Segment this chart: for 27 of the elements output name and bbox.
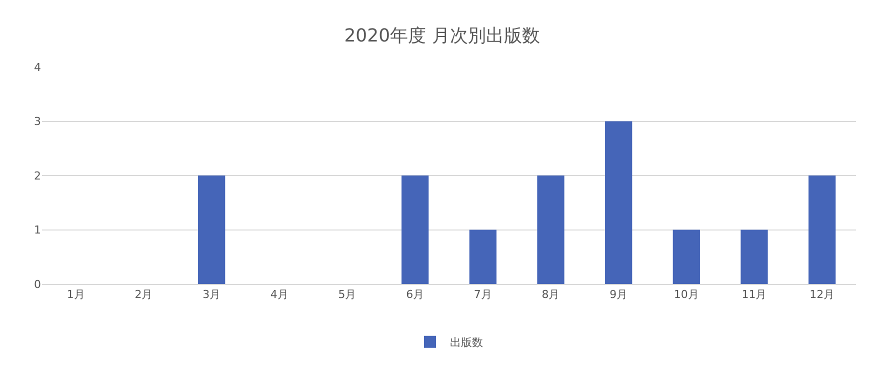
bar bbox=[537, 176, 564, 284]
y-tick-label: 2 bbox=[34, 169, 41, 182]
chart-title: 2020年度 月次別出版数 bbox=[344, 25, 540, 46]
x-tick-label: 5月 bbox=[338, 288, 356, 302]
bar bbox=[469, 230, 496, 284]
bar bbox=[740, 230, 768, 284]
y-tick-label: 1 bbox=[34, 224, 41, 237]
bar bbox=[672, 230, 700, 284]
x-tick-label: 7月 bbox=[474, 288, 492, 302]
x-tick-label: 11月 bbox=[742, 288, 767, 302]
x-tick-label: 1月 bbox=[66, 288, 85, 302]
legend-label: 出版数 bbox=[450, 336, 483, 350]
x-tick-label: 2月 bbox=[134, 288, 153, 302]
bar bbox=[808, 176, 836, 284]
bar bbox=[605, 121, 632, 284]
x-tick-label: 12月 bbox=[810, 288, 835, 302]
y-tick-label: 4 bbox=[34, 60, 41, 74]
x-tick-label: 6月 bbox=[406, 288, 424, 302]
bar bbox=[198, 176, 226, 284]
x-tick-label: 3月 bbox=[202, 288, 221, 302]
x-tick-label: 8月 bbox=[542, 288, 560, 302]
y-tick-label: 0 bbox=[34, 278, 41, 291]
x-tick-label: 4月 bbox=[270, 288, 288, 302]
x-tick-label: 10月 bbox=[674, 288, 699, 302]
y-tick-label: 3 bbox=[34, 115, 41, 128]
x-tick-label: 9月 bbox=[610, 288, 628, 302]
bar bbox=[402, 176, 429, 284]
